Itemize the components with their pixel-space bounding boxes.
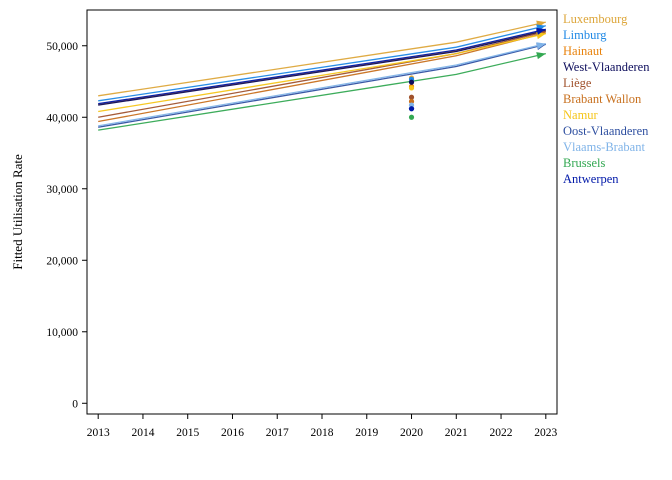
data-point-2020 — [408, 114, 415, 120]
x-tick-label: 2014 — [131, 427, 154, 439]
legend-item: West-Vlaanderen — [563, 60, 650, 74]
y-tick-label: 0 — [72, 398, 78, 410]
legend-item: Namur — [563, 108, 599, 122]
x-tick-label: 2013 — [87, 427, 110, 439]
data-point-2020 — [408, 79, 415, 85]
series-lines — [98, 20, 546, 131]
legend-item: Limburg — [563, 28, 607, 42]
x-tick-label: 2016 — [221, 427, 244, 439]
x-tick-label: 2015 — [176, 427, 199, 439]
series-line — [98, 29, 546, 106]
legend-item: Oost-Vlaanderen — [563, 124, 649, 138]
data-point-2020 — [408, 94, 415, 100]
data-point-2020 — [408, 106, 415, 112]
y-tick-label: 30,000 — [46, 184, 78, 196]
series-line — [98, 28, 546, 105]
series-line — [98, 43, 546, 128]
y-tick-label: 10,000 — [46, 327, 78, 339]
x-tick-label: 2020 — [400, 427, 423, 439]
series-line — [98, 30, 546, 106]
x-tick-label: 2018 — [311, 427, 334, 439]
legend-item: Liège — [563, 76, 592, 90]
legend-item: Brussels — [563, 156, 606, 170]
x-tick-label: 2022 — [490, 427, 513, 439]
y-axis-title: Fitted Utilisation Rate — [10, 154, 25, 270]
legend-item: Brabant Wallon — [563, 92, 642, 106]
x-tick-label: 2021 — [445, 427, 468, 439]
legend-item: Antwerpen — [563, 172, 619, 186]
series-arrowhead — [536, 42, 546, 50]
legend-item: Luxembourg — [563, 12, 628, 26]
data-point-2020 — [408, 102, 415, 108]
x-tick-label: 2017 — [266, 427, 289, 439]
series-line — [98, 21, 546, 97]
points-2020 — [408, 75, 415, 120]
legend: Luxembourg Limburg Hainaut West-Vlaanderen L… — [563, 12, 650, 186]
y-tick-label: 20,000 — [46, 255, 78, 267]
series-line — [98, 52, 546, 131]
x-tick-label: 2019 — [355, 427, 378, 439]
series-arrowhead — [536, 52, 546, 60]
series-line — [98, 25, 546, 102]
data-point-2020 — [408, 98, 415, 105]
y-tick-label: 50,000 — [46, 41, 78, 53]
axes: 2013 2014 2015 2016 2017 2018 2019 2020 2021 2022… — [46, 41, 557, 439]
series-arrowhead — [536, 27, 546, 35]
legend-item: Hainaut — [563, 44, 603, 58]
series-line — [98, 42, 546, 127]
legend-item: Vlaams-Brabant — [563, 140, 645, 154]
y-tick-label: 40,000 — [46, 112, 78, 124]
series-line — [98, 32, 546, 113]
data-point-2020 — [408, 85, 415, 91]
x-tick-label: 2023 — [534, 427, 557, 439]
